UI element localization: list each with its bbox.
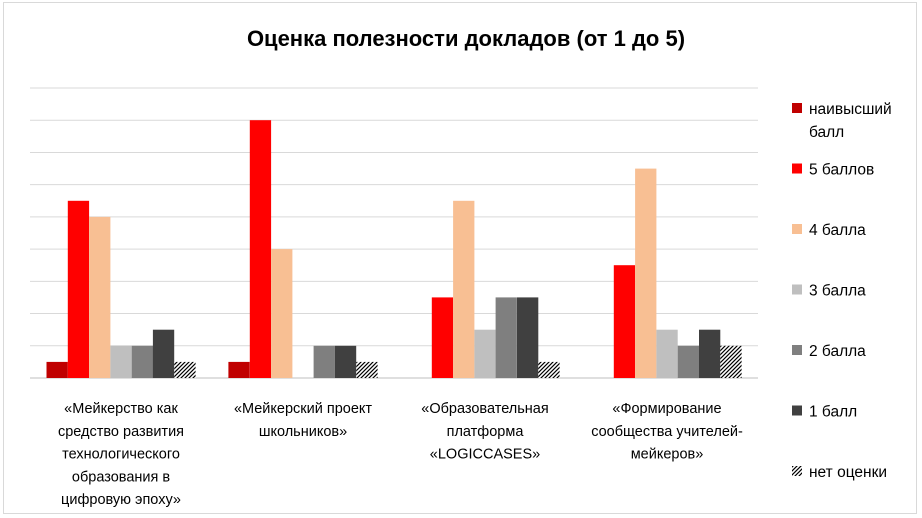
bar-series-5-cat-1 [334, 345, 357, 378]
gridlines [30, 87, 758, 379]
bar-series-4-cat-2 [495, 297, 517, 378]
bar-series-2-cat-3 [635, 168, 657, 378]
bar-series-6-cat-0 [174, 361, 196, 378]
bar-series-2-cat-2 [453, 200, 475, 378]
legend-swatch [792, 284, 802, 295]
category-labels: «Мейкерство как средство развития технолог… [58, 401, 743, 508]
legend-swatch [792, 224, 802, 234]
legend-label: наивысший балл [809, 101, 892, 141]
bar-series-6-cat-2 [538, 361, 560, 378]
legend-label: 4 балла [809, 222, 866, 239]
bar-series-3-cat-0 [110, 345, 132, 378]
legend-label: нет оценки [809, 464, 887, 481]
bars [46, 120, 742, 378]
bar-series-1-cat-1 [249, 120, 272, 378]
category-label: «Образовательная платформа «LOGICCASES» [421, 401, 548, 463]
bar-series-1-cat-2 [431, 297, 454, 378]
bar-series-5-cat-2 [517, 297, 539, 378]
legend-swatch [792, 345, 802, 355]
bar-series-0-cat-0 [46, 361, 68, 378]
legend-label: 2 балла [809, 343, 866, 360]
bar-series-5-cat-0 [152, 329, 175, 378]
bar-series-4-cat-1 [313, 345, 335, 378]
bar-series-1-cat-0 [67, 200, 90, 378]
legend-label: 3 балла [809, 283, 866, 300]
bar-series-5-cat-3 [699, 329, 721, 378]
category-label: «Мейкерский проект школьников» [234, 401, 372, 440]
bar-series-2-cat-0 [89, 216, 111, 378]
category-label: «Мейкерство как средство развития технолог… [58, 401, 184, 508]
legend-swatch [792, 466, 802, 476]
bar-series-4-cat-0 [131, 345, 153, 378]
legend: наивысший балл 5 баллов 4 балла 3 балла 2 бал… [792, 101, 892, 481]
legend-swatch [792, 405, 802, 416]
bar-series-1-cat-3 [613, 265, 636, 378]
bar-series-2-cat-1 [271, 249, 293, 378]
bar-series-0-cat-1 [228, 361, 250, 378]
legend-label: 5 баллов [809, 162, 874, 179]
bar-series-3-cat-3 [656, 329, 678, 378]
bar-series-4-cat-3 [677, 345, 699, 378]
legend-swatch [792, 103, 802, 113]
legend-label: 1 балл [809, 404, 857, 421]
bar-series-3-cat-2 [474, 329, 496, 378]
bar-chart: Оценка полезности докладов (от 1 до 5) «… [30, 26, 892, 508]
chart-title: Оценка полезности докладов (от 1 до 5) [247, 26, 685, 51]
legend-swatch [792, 163, 802, 174]
chart-frame: Оценка полезности докладов (от 1 до 5) «… [3, 2, 917, 514]
category-label: «Формирование сообщества учителей-мейкеро… [591, 401, 743, 463]
bar-series-6-cat-3 [720, 345, 742, 378]
bar-series-6-cat-1 [356, 361, 378, 378]
